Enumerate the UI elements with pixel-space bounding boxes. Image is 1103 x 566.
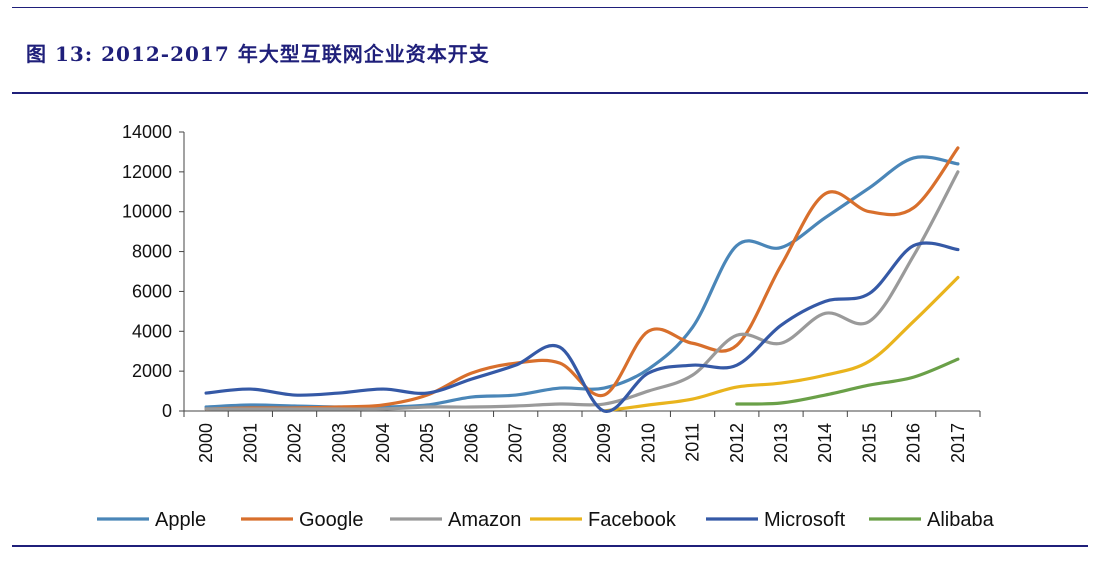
x-tick-label: 2017 [948, 423, 968, 463]
x-tick-label: 2003 [329, 423, 349, 463]
x-tick-label: 2006 [461, 423, 481, 463]
x-tick-label: 2010 [638, 423, 658, 463]
series-line-microsoft [204, 241, 960, 413]
x-tick-label: 2005 [417, 423, 437, 463]
x-tick-label: 2015 [859, 423, 879, 463]
top-rule [12, 7, 1088, 8]
x-tick-label: 2002 [285, 423, 305, 463]
plot-area [204, 146, 960, 413]
y-tick-label: 12000 [122, 162, 172, 182]
header-rule [12, 92, 1088, 94]
y-axis: 0 2000 4000 6000 8000 10000 12000 14000 [122, 122, 185, 421]
legend-label-microsoft: Microsoft [764, 509, 846, 531]
y-tick-label: 4000 [132, 321, 172, 341]
x-tick-label: 2001 [240, 423, 260, 463]
x-tick-label: 2011 [683, 423, 703, 462]
legend-label-alibaba: Alibaba [927, 509, 995, 531]
y-tick-label: 0 [162, 401, 172, 421]
x-axis: 2000 2001 2002 2003 2004 2005 2006 2007 2008 2009… [183, 410, 981, 463]
x-tick-label: 2000 [196, 423, 216, 463]
x-tick-label: 2012 [727, 423, 747, 463]
x-tick-label: 2009 [594, 423, 614, 463]
legend-label-facebook: Facebook [588, 509, 677, 531]
series-line-google [204, 146, 960, 411]
x-tick-label: 2013 [771, 423, 791, 463]
x-tick-label: 2014 [815, 423, 835, 463]
legend-label-apple: Apple [155, 509, 206, 531]
x-tick-label: 2016 [904, 423, 924, 463]
y-tick-label: 8000 [132, 242, 172, 262]
figure-title: 图 13: 2012-2017 年大型互联网企业资本开支 [26, 42, 490, 66]
legend-label-google: Google [299, 509, 364, 531]
y-tick-label: 6000 [132, 281, 172, 301]
series-line-facebook [602, 275, 960, 413]
x-tick-label: 2004 [373, 423, 393, 463]
y-tick-label: 10000 [122, 202, 172, 222]
series-line-amazon [204, 170, 960, 411]
series-line-alibaba [735, 357, 960, 406]
x-tick-label: 2008 [550, 423, 570, 463]
legend-label-amazon: Amazon [448, 509, 521, 531]
x-tick-label: 2007 [506, 423, 526, 463]
y-tick-label: 2000 [132, 361, 172, 381]
legend: Apple Google Amazon Facebook Microsoft Alibab… [97, 509, 995, 531]
footer-rule [12, 545, 1088, 547]
y-tick-label: 14000 [122, 122, 172, 142]
